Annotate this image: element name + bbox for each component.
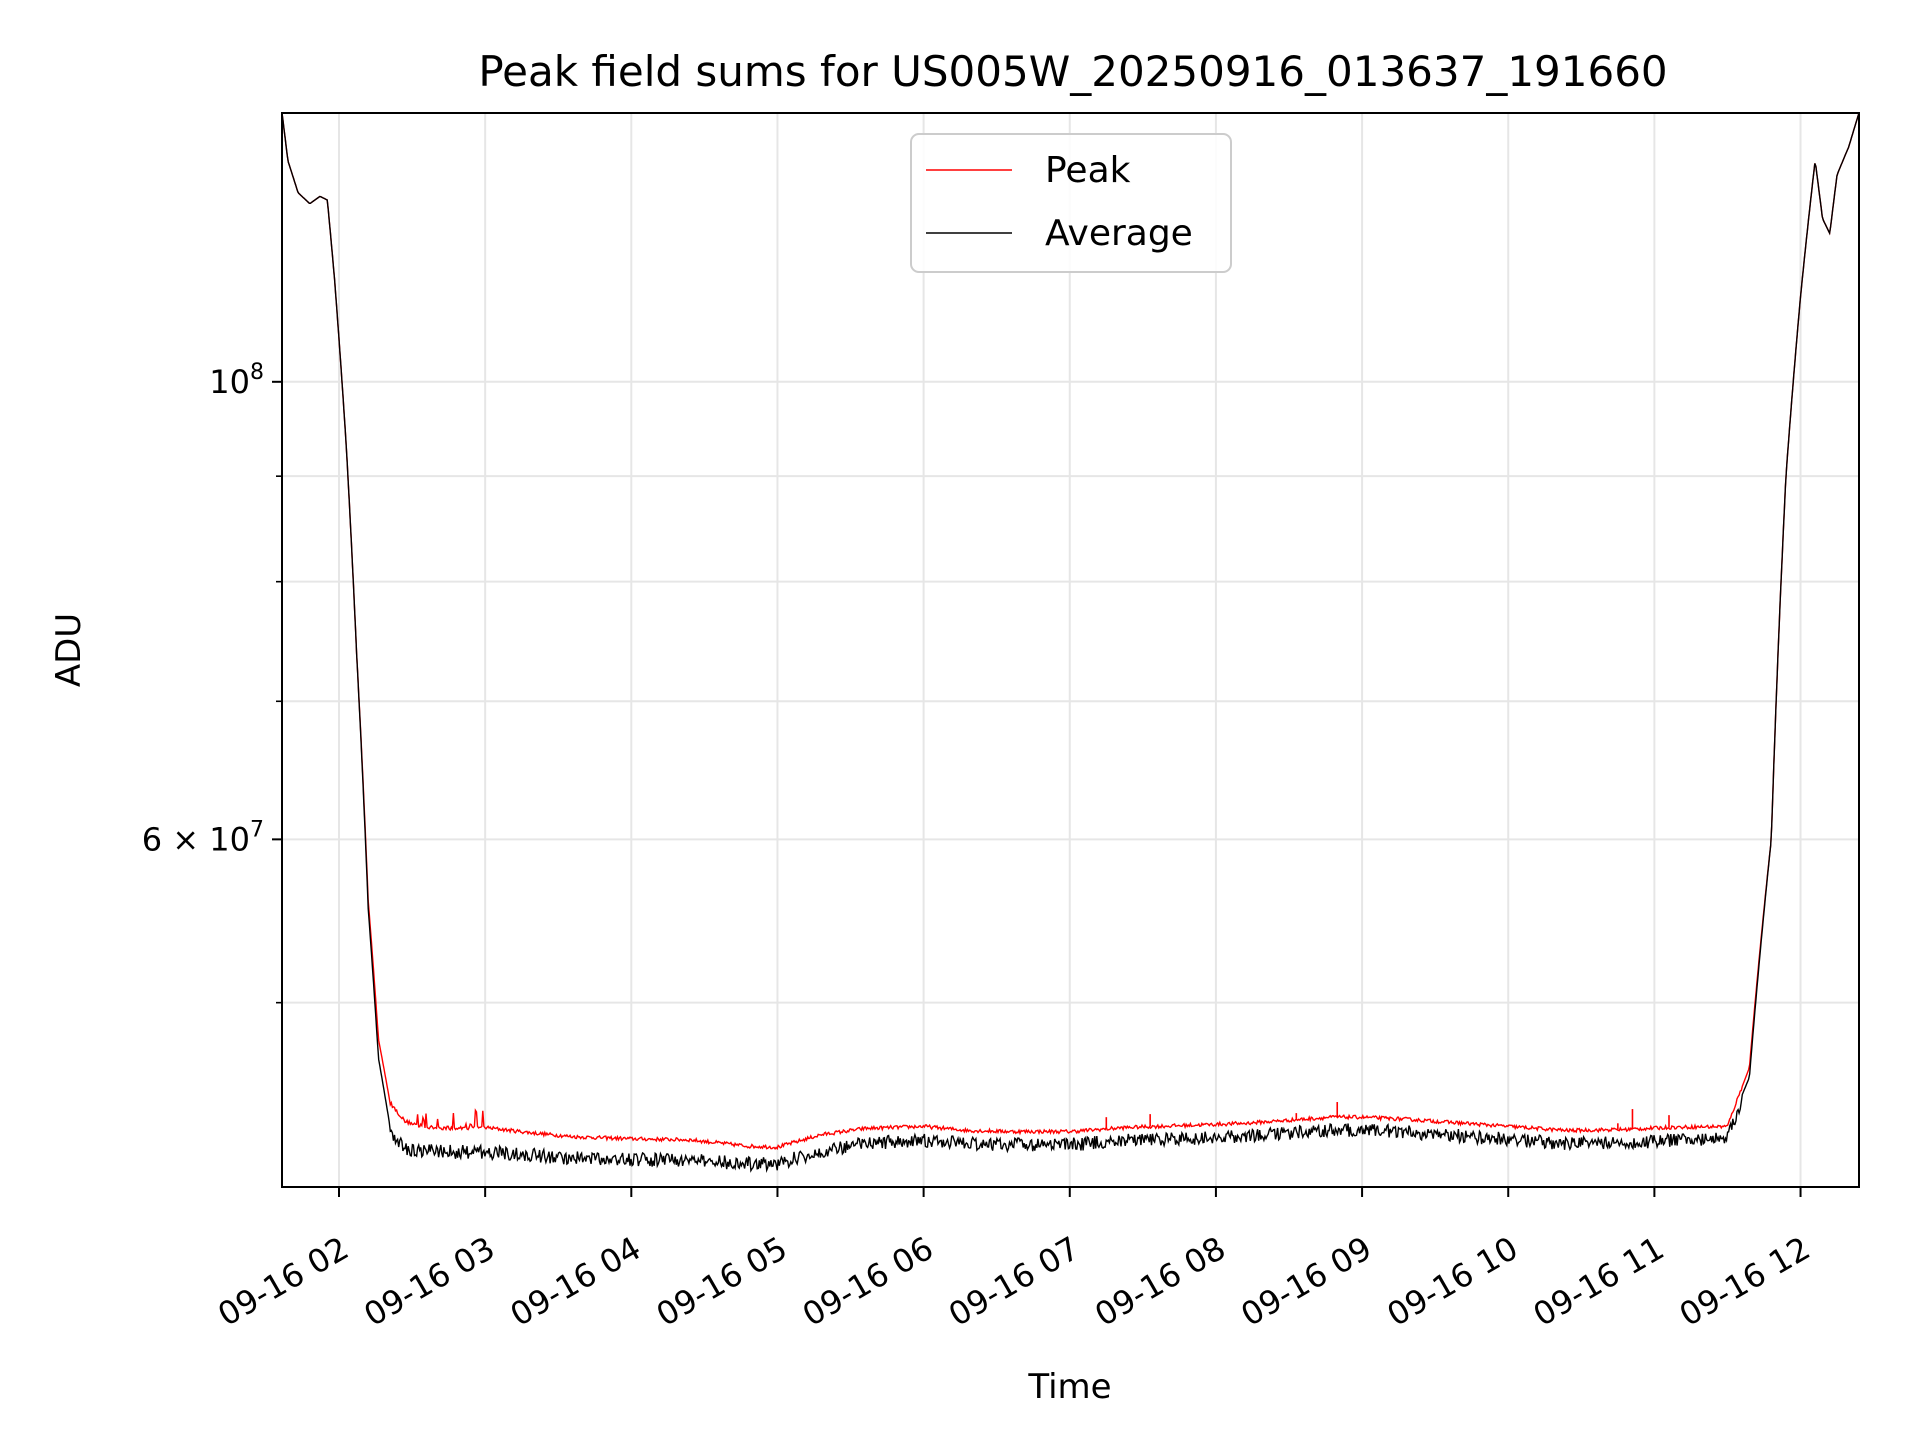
series-line-average <box>281 112 1860 1173</box>
grid <box>282 113 1859 1187</box>
y-axis-label: ADU <box>49 613 89 687</box>
legend-label-peak: Peak <box>1045 150 1131 191</box>
y-tick-label: 108 <box>209 360 264 401</box>
plot-area <box>281 112 1860 1173</box>
y-tick-label: 6 × 107 <box>142 817 264 858</box>
legend-label-average: Average <box>1045 213 1193 254</box>
series-line-peak <box>281 112 1860 1151</box>
y-axis-ticks: 6 × 107 108 <box>142 360 282 1004</box>
legend: Peak Average <box>910 133 1232 273</box>
legend-box <box>910 133 1232 273</box>
x-axis-label: Time <box>1027 1367 1111 1407</box>
chart-title: Peak field sums for US005W_20250916_0136… <box>478 47 1667 96</box>
